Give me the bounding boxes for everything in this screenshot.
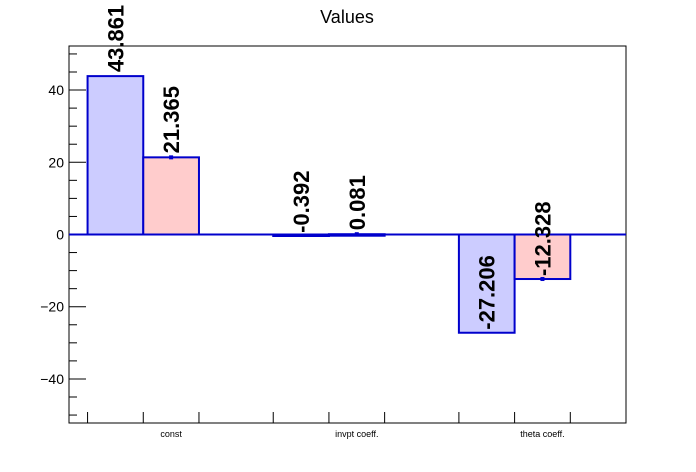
- data-label: -27.206: [475, 255, 500, 330]
- data-label: -12.328: [530, 201, 555, 276]
- bar: [142, 156, 200, 236]
- axes: −40 −20 0 20 40 const invpt coeff. theta coeff.: [40, 53, 571, 439]
- y-tick-label: 0: [56, 227, 64, 243]
- bar: [86, 75, 145, 236]
- y-tick-label: −40: [40, 371, 64, 387]
- data-label: 43.861: [103, 5, 128, 72]
- bar: [457, 233, 516, 334]
- bars: [69, 75, 626, 334]
- error-marker: [169, 155, 174, 160]
- y-tick-label: 20: [48, 154, 64, 170]
- x-tick-label: theta coeff.: [520, 429, 564, 439]
- y-tick-label: −20: [40, 299, 64, 315]
- data-label: 21.365: [159, 86, 184, 153]
- x-tick-label: const: [160, 429, 182, 439]
- x-tick-label: invpt coeff.: [335, 429, 378, 439]
- chart-title: Values: [320, 7, 374, 27]
- data-labels: 43.861 -0.392 -27.206 21.365 0.081 -12.328: [103, 5, 555, 330]
- error-marker: [540, 277, 545, 282]
- data-label: 0.081: [345, 175, 370, 230]
- data-label: -0.392: [289, 171, 314, 233]
- y-tick-label: 40: [48, 82, 64, 98]
